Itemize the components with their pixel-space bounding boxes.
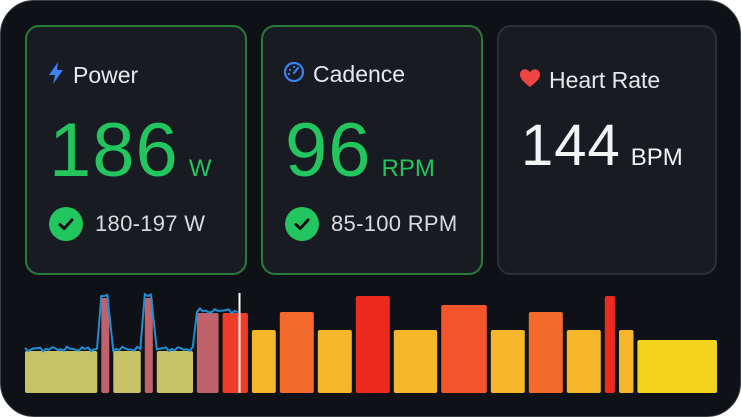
interval-bar [490,330,525,393]
heart-rate-unit: BPM [630,144,683,171]
interval-bar [222,313,248,393]
interval-bar [196,313,219,393]
interval-bar [113,351,141,393]
speedometer-icon [283,61,305,88]
interval-bar [604,296,615,393]
power-label: Power [73,62,139,88]
heart-rate-card[interactable]: Heart Rate 144 BPM [497,25,717,275]
power-value: 186 [49,108,179,193]
interval-bar [156,351,193,393]
power-range-text: 180-197 W [95,211,206,236]
heart-rate-header: Heart Rate [519,67,660,94]
interval-bar [317,330,352,393]
cadence-unit: RPM [381,155,435,182]
cadence-card[interactable]: Cadence 96 RPM 85-100 RPM [261,25,483,275]
power-reading: 186 W [49,113,211,189]
power-trace-line [24,292,238,353]
interval-bar [619,330,634,393]
cadence-range-text: 85-100 RPM [331,211,458,236]
interval-bar [355,296,390,393]
interval-bar [528,312,563,393]
cadence-label: Cadence [313,61,406,87]
interval-bar [25,351,98,393]
power-target-range: 180-197 W [49,207,205,241]
cadence-header: Cadence [283,61,405,88]
interval-bar [566,330,601,393]
interval-bar [441,305,487,393]
interval-bar [637,340,717,393]
interval-bar [393,330,438,393]
cadence-reading: 96 RPM [285,113,435,189]
interval-bar [144,298,153,393]
heart-rate-label: Heart Rate [549,67,661,93]
lightning-icon [47,61,65,90]
interval-bar [101,298,110,393]
check-circle-icon [285,207,319,241]
cadence-value: 96 [285,108,372,193]
power-card[interactable]: Power 186 W 180-197 W [25,25,247,275]
power-unit: W [188,155,212,182]
heart-rate-reading: 144 BPM [521,117,683,175]
interval-bar [279,312,314,393]
interval-bar [251,330,276,393]
heart-rate-value: 144 [521,113,621,178]
check-circle-icon [49,207,83,241]
power-header: Power [47,61,138,90]
heart-icon [519,68,541,93]
cadence-target-range: 85-100 RPM [285,207,458,241]
